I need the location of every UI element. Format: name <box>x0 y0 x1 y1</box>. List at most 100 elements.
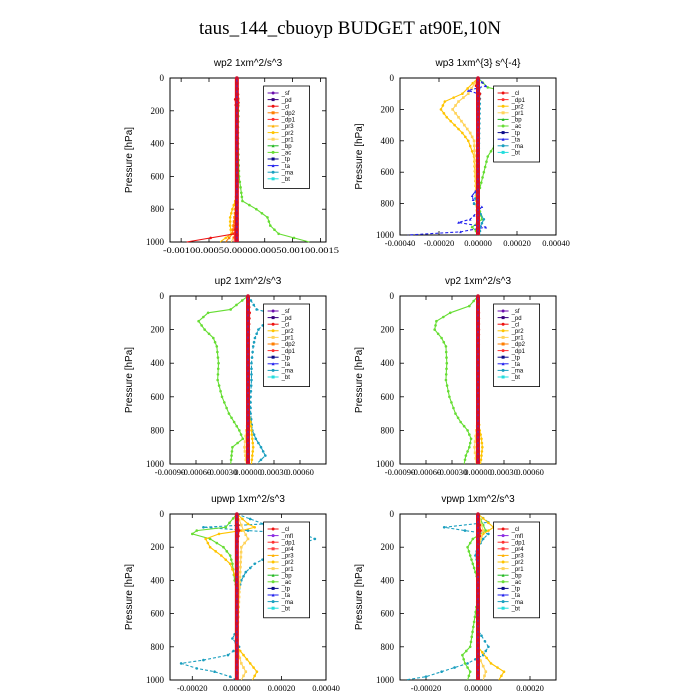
legend-label: _mfl <box>511 534 523 540</box>
series-point <box>253 562 256 566</box>
series-point <box>235 135 239 140</box>
series-point <box>235 643 239 648</box>
series-point <box>440 670 443 673</box>
series-point <box>235 556 239 560</box>
legend-marker <box>271 104 275 108</box>
series-point <box>476 190 480 194</box>
series-point <box>470 635 474 639</box>
series-point <box>472 202 476 205</box>
series-point <box>243 440 247 443</box>
series-point <box>252 340 256 344</box>
series-point <box>476 421 480 426</box>
panel-title: wp2 1xm^2/s^3 <box>213 58 283 69</box>
legend-label: _pr2 <box>511 329 525 335</box>
series-point <box>476 349 480 354</box>
series-point <box>480 450 484 453</box>
series-point <box>476 316 480 320</box>
legend-marker <box>271 534 275 538</box>
panel-title: upwp 1xm^2/s^3 <box>211 494 285 505</box>
legend-marker <box>271 586 275 590</box>
x-tick-label: 0.00000 <box>464 467 492 477</box>
series-point <box>481 176 484 179</box>
series-point <box>476 355 480 359</box>
series-point <box>249 389 253 393</box>
x-tick-label: 0.00060 <box>516 467 544 477</box>
legend-marker <box>501 593 505 597</box>
legend-label: _ma <box>281 600 294 606</box>
legend: _cl_mfl_dp1_pr4_pr3_pr2_pr1_bp_ac_tp_ta_… <box>263 521 311 619</box>
series-point <box>486 86 490 89</box>
series-point <box>236 441 239 445</box>
series-point <box>228 224 232 227</box>
series-point <box>476 517 480 522</box>
series-point <box>451 108 454 111</box>
series-point <box>476 550 480 555</box>
series-point <box>476 393 480 398</box>
series-point <box>482 170 486 174</box>
y-tick-label: 400 <box>151 139 165 149</box>
legend-marker <box>271 349 275 353</box>
series-point <box>466 450 469 453</box>
series-point <box>468 670 472 673</box>
series-point <box>463 123 466 127</box>
series-point <box>476 128 480 132</box>
series-point <box>195 529 199 532</box>
series-point <box>479 659 482 662</box>
series-point <box>238 180 242 184</box>
legend: _cl_dp1_pr2_pr1_bp_ac_tp_ta_ma_bt <box>493 85 541 163</box>
series-point <box>444 345 448 348</box>
series-point <box>476 164 480 168</box>
series-point <box>253 336 257 340</box>
series-point <box>250 356 254 359</box>
series-point <box>235 605 239 609</box>
y-axis-label: Pressure [hPa] <box>354 123 365 189</box>
series-point <box>246 410 250 415</box>
y-tick-label: 200 <box>381 542 395 552</box>
series-point <box>207 332 211 336</box>
legend-label: _pr1 <box>511 111 525 117</box>
legend-marker <box>501 137 505 141</box>
series-point <box>482 218 486 221</box>
series-point <box>292 236 296 240</box>
series-point <box>476 112 480 117</box>
series-point <box>235 151 239 156</box>
series-point <box>476 627 480 631</box>
series-point <box>473 149 476 153</box>
series-point <box>465 649 468 653</box>
legend-marker <box>501 150 505 154</box>
x-tick-label: -0.00020 <box>424 238 454 248</box>
y-tick-label: 200 <box>151 325 165 335</box>
series-point <box>206 541 210 545</box>
series-point <box>213 340 217 344</box>
legend-marker <box>271 322 275 326</box>
series-point <box>251 350 254 354</box>
series-point <box>471 562 475 566</box>
legend-label: _pr2 <box>281 329 295 335</box>
series-point <box>244 670 248 673</box>
series-point <box>232 649 235 653</box>
legend-label: _tp <box>281 157 291 163</box>
series-point <box>248 517 252 521</box>
series-point <box>239 565 242 569</box>
series-point <box>462 424 466 428</box>
series-point <box>481 651 484 654</box>
series-point <box>246 432 250 437</box>
x-tick-label: 0.00030 <box>490 467 518 477</box>
legend-marker <box>271 124 275 128</box>
y-tick-label: 400 <box>151 575 165 585</box>
series-point <box>240 299 244 302</box>
series-point <box>471 630 474 634</box>
series-point <box>474 434 477 438</box>
series-point <box>231 236 235 240</box>
y-tick-label: 1000 <box>376 675 395 685</box>
series-point <box>255 308 258 311</box>
series-point <box>250 361 253 365</box>
series-point <box>313 537 317 541</box>
x-tick-label: 0.00040 <box>542 238 570 248</box>
series-point <box>254 437 258 441</box>
series-point <box>467 550 471 553</box>
series-point <box>260 212 264 215</box>
series-point <box>246 449 250 454</box>
y-tick-label: 200 <box>381 104 395 114</box>
series-point <box>235 179 239 183</box>
